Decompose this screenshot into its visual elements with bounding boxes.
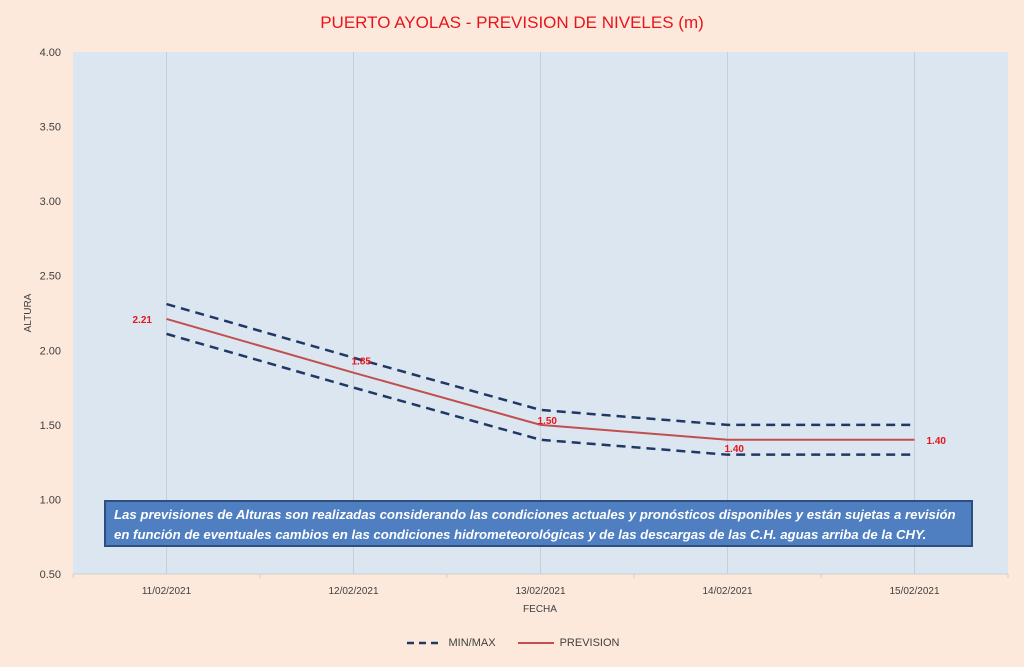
series-line-max — [166, 302, 915, 427]
x-tick-label: 11/02/2021 — [142, 586, 192, 597]
y-axis-label: ALTURA — [23, 293, 34, 332]
data-label: 2.21 — [133, 315, 153, 326]
legend-label-minmax: MIN/MAX — [448, 637, 496, 649]
y-tick-label: 3.00 — [40, 196, 61, 208]
y-tick-label: 1.50 — [40, 420, 61, 432]
legend: MIN/MAX PREVISION — [0, 637, 1024, 649]
y-tick-label: 3.50 — [40, 122, 61, 134]
legend-line-icon — [517, 642, 554, 644]
y-tick-label: 2.00 — [40, 345, 61, 357]
legend-dash-icon — [406, 641, 443, 645]
series-line-prevision — [166, 318, 915, 441]
x-tick-label: 14/02/2021 — [702, 586, 752, 597]
data-label: 1.40 — [927, 436, 947, 447]
data-label: 1.50 — [538, 416, 558, 427]
legend-item-minmax: MIN/MAX — [405, 637, 496, 649]
y-tick-label: 4.00 — [40, 47, 61, 59]
x-tick-label: 13/02/2021 — [515, 586, 565, 597]
legend-label-prevision: PREVISION — [559, 637, 620, 649]
chart-title: PUERTO AYOLAS - PREVISION DE NIVELES (m) — [320, 13, 704, 32]
x-axis-label: FECHA — [523, 604, 557, 615]
y-tick-label: 1.00 — [40, 494, 61, 506]
x-tick-label: 12/02/2021 — [328, 586, 378, 597]
data-label: 1.85 — [352, 357, 372, 368]
y-tick-label: 2.50 — [40, 271, 61, 283]
series-line-min — [166, 332, 915, 456]
x-tick-label: 15/02/2021 — [889, 586, 939, 597]
y-tick-label: 0.50 — [40, 569, 61, 581]
disclaimer-note: Las previsiones de Alturas son realizada… — [104, 500, 973, 547]
data-label: 1.40 — [725, 444, 745, 455]
legend-item-prevision: PREVISION — [516, 637, 620, 649]
